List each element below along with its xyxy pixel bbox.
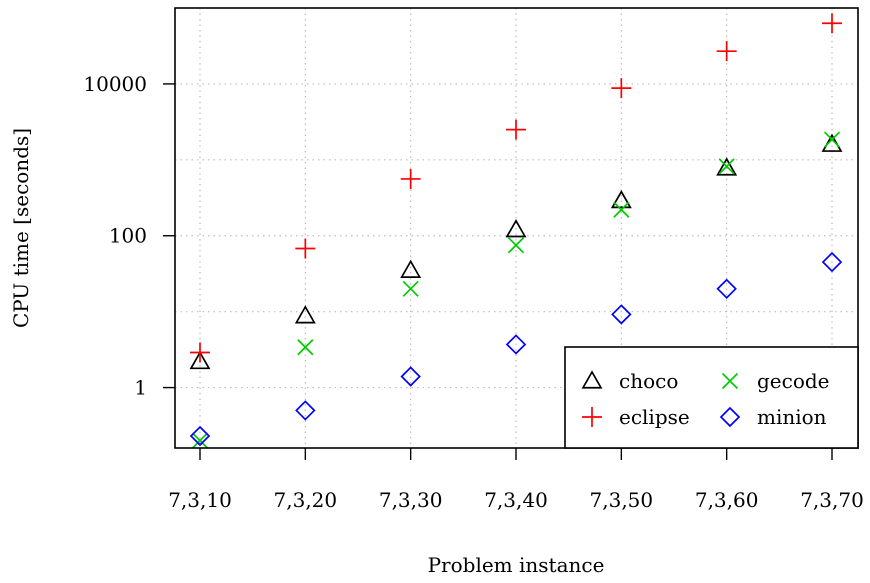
x-tick-label: 7,3,50 bbox=[590, 488, 654, 512]
eclipse-point bbox=[295, 238, 316, 259]
gecode-point bbox=[718, 158, 735, 175]
eclipse-point bbox=[611, 78, 632, 99]
x-tick-label: 7,3,60 bbox=[695, 488, 759, 512]
choco-point bbox=[400, 259, 422, 278]
gecode-point bbox=[402, 280, 419, 297]
x-tick-label: 7,3,30 bbox=[379, 488, 443, 512]
legend-marker-gecode bbox=[721, 372, 739, 390]
eclipse-point bbox=[190, 342, 210, 363]
eclipse-point bbox=[822, 13, 842, 34]
legend-marker-minion bbox=[719, 406, 741, 428]
x-tick-label: 7,3,70 bbox=[800, 488, 864, 512]
y-axis-label: CPU time [seconds] bbox=[9, 128, 33, 328]
choco-point bbox=[294, 305, 316, 324]
y-tick-label: 100 bbox=[109, 224, 147, 248]
minion-point bbox=[400, 366, 421, 387]
choco-point bbox=[189, 350, 211, 370]
gecode-point bbox=[297, 339, 314, 356]
x-axis-label: Problem instance bbox=[428, 553, 605, 577]
legend-label-minion: minion bbox=[757, 405, 827, 429]
minion-point bbox=[189, 425, 211, 447]
minion-point bbox=[821, 251, 843, 273]
y-tick-label: 10000 bbox=[83, 72, 147, 96]
x-tick-label: 7,3,10 bbox=[168, 488, 232, 512]
choco-point bbox=[610, 189, 632, 209]
eclipse-point bbox=[716, 41, 737, 62]
minion-point bbox=[505, 334, 527, 355]
legend-marker-choco bbox=[581, 370, 603, 389]
choco-point bbox=[821, 133, 843, 152]
data-points bbox=[189, 13, 843, 449]
legend-marker-eclipse bbox=[582, 407, 602, 427]
legend: choco eclipse gecode minion bbox=[564, 346, 859, 449]
axes: 7,3,10 7,3,20 7,3,30 7,3,40 7,3,50 7,3,60 7,3,… bbox=[83, 72, 863, 512]
gecode-point bbox=[191, 432, 209, 449]
gecode-point bbox=[507, 237, 525, 254]
eclipse-point bbox=[506, 119, 526, 140]
choco-point bbox=[505, 219, 527, 238]
legend-label-choco: choco bbox=[619, 369, 678, 393]
legend-label-gecode: gecode bbox=[757, 369, 830, 393]
minion-point bbox=[716, 278, 737, 300]
eclipse-point bbox=[400, 168, 421, 189]
gecode-point bbox=[613, 201, 630, 218]
y-tick-label: 1 bbox=[134, 376, 147, 400]
x-tick-label: 7,3,40 bbox=[484, 488, 548, 512]
legend-label-eclipse: eclipse bbox=[619, 405, 690, 429]
minion-point bbox=[611, 304, 632, 325]
gecode-point bbox=[823, 131, 841, 148]
choco-point bbox=[716, 157, 738, 176]
legend-box bbox=[564, 346, 859, 449]
x-tick-label: 7,3,20 bbox=[274, 488, 338, 512]
minion-point bbox=[295, 400, 316, 421]
